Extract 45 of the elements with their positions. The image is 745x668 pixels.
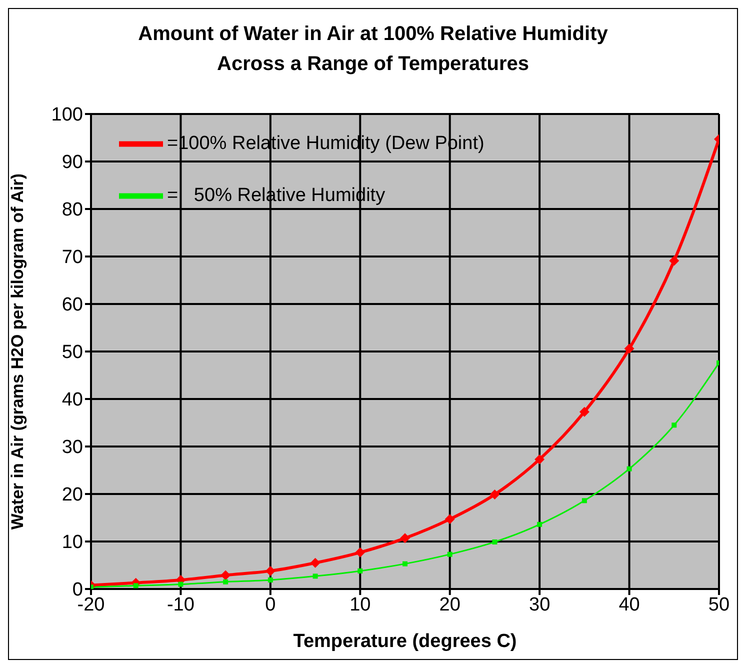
point [355,547,366,558]
chart-title: Amount of Water in Air at 100% Relative Humidity Across a Range of Temperatures [137,22,609,77]
x-tick-label: 50 [708,594,730,616]
x-tick-label: 10 [350,594,371,616]
point [534,454,545,464]
x-tick-label: 30 [529,594,550,616]
point [490,489,500,500]
point [402,561,408,566]
point [310,558,320,568]
x-axis-title: Temperature (degrees C) [293,631,517,652]
y-tick-label: 40 [62,390,83,411]
point [358,568,363,574]
point [537,522,542,527]
x-tick-label: 40 [618,594,640,616]
y-tick-label: 0 [72,580,83,601]
y-tick-label: 90 [62,152,83,174]
y-tick-label: 10 [62,532,83,554]
point [447,552,452,557]
point [268,577,273,582]
y-tick-label: 70 [62,247,83,268]
x-tick-label: 20 [439,594,460,616]
point [626,466,632,472]
point [579,406,590,417]
point [582,498,587,504]
y-axis-title: Water in Air (grams H2O per kilogram of Air) [8,173,28,530]
x-tick-label: 0 [265,594,276,616]
y-tick-label: 100 [51,104,83,126]
point [672,422,677,428]
point [444,514,455,524]
y-tick-label: 50 [62,342,83,364]
y-tick-label: 80 [62,200,83,221]
point [312,574,318,579]
point [669,256,680,266]
point [265,566,276,576]
point [220,570,231,580]
x-tick-label: -10 [166,594,194,616]
point [624,344,634,354]
y-tick-label: 30 [62,437,83,458]
point [223,579,228,584]
point [492,539,498,544]
y-tick-label: 60 [62,294,83,316]
point [178,582,184,587]
y-tick-label: 20 [62,484,83,506]
point [400,533,410,544]
point [133,583,138,588]
